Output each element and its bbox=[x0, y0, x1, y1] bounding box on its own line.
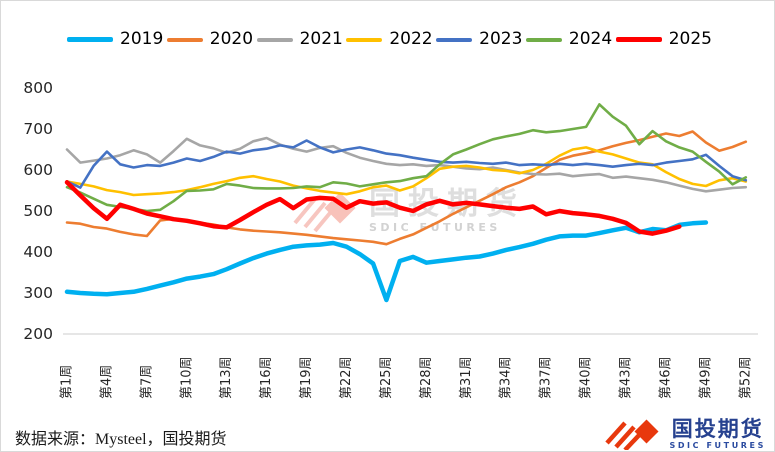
x-axis-tick-label: 第22周 bbox=[339, 356, 354, 399]
y-axis-tick-label: 700 bbox=[23, 120, 53, 138]
legend-swatch-2023 bbox=[436, 37, 473, 42]
y-axis-tick-label: 500 bbox=[23, 202, 53, 220]
series-line-2024 bbox=[65, 103, 748, 213]
x-axis-tick-label: 第10周 bbox=[179, 356, 194, 399]
legend-label-2021: 2021 bbox=[299, 29, 343, 49]
legend-swatch-2021 bbox=[256, 37, 293, 42]
legend-item-2022: 2022 bbox=[346, 29, 433, 49]
logo-cn-label: 国投期货 bbox=[671, 416, 764, 441]
y-axis-tick-label: 200 bbox=[23, 325, 53, 343]
legend-label-2020: 2020 bbox=[209, 29, 254, 49]
y-axis-tick-label: 600 bbox=[23, 161, 53, 179]
legend-item-2025: 2025 bbox=[615, 29, 712, 49]
x-axis-tick-label: 第25周 bbox=[379, 356, 394, 399]
legend-swatch-2025 bbox=[615, 37, 662, 42]
x-axis-tick-label: 第28周 bbox=[419, 356, 434, 399]
series-line-2021 bbox=[65, 136, 748, 193]
legend-item-2019: 2019 bbox=[67, 31, 163, 48]
legend-swatch-2020 bbox=[166, 37, 203, 42]
legend-label-2025: 2025 bbox=[668, 29, 712, 49]
x-axis-tick-label: 第7周 bbox=[139, 365, 154, 399]
legend-label-2024: 2024 bbox=[568, 29, 613, 49]
logo-diamond-icon bbox=[605, 419, 659, 450]
legend-item-2020: 2020 bbox=[166, 29, 254, 49]
legend-swatch-2022 bbox=[346, 37, 383, 42]
legend-swatch-2019 bbox=[67, 37, 113, 42]
legend-label-2019: 2019 bbox=[120, 29, 164, 49]
legend-item-2024: 2024 bbox=[525, 29, 613, 49]
y-axis-tick-label: 400 bbox=[23, 243, 53, 261]
x-axis-tick-label: 第1周 bbox=[60, 365, 75, 399]
x-axis-tick-label: 第49周 bbox=[698, 356, 713, 399]
x-axis-tick-label: 第31周 bbox=[459, 356, 474, 399]
x-axis-tick-label: 第46周 bbox=[658, 356, 673, 399]
x-axis-tick-label: 第19周 bbox=[299, 356, 314, 399]
x-axis-tick-label: 第4周 bbox=[99, 365, 114, 399]
legend-label-2023: 2023 bbox=[479, 29, 523, 49]
company-logo: 国投期货 SDIC FUTURES bbox=[605, 418, 766, 450]
x-axis-tick-label: 第37周 bbox=[539, 356, 554, 399]
x-axis-tick-label: 第52周 bbox=[738, 356, 753, 399]
y-axis-tick-label: 300 bbox=[23, 284, 53, 302]
legend-label-2022: 2022 bbox=[389, 29, 433, 49]
legend-item-2021: 2021 bbox=[256, 29, 343, 49]
x-axis-tick-label: 第34周 bbox=[499, 356, 514, 399]
logo-text: 国投期货 SDIC FUTURES bbox=[669, 416, 766, 450]
x-axis-tick-label: 第16周 bbox=[259, 356, 274, 399]
logo-en-label: SDIC FUTURES bbox=[669, 440, 766, 450]
series-line-2022 bbox=[65, 146, 748, 197]
series-line-2023 bbox=[65, 139, 748, 189]
legend-swatch-2024 bbox=[525, 37, 562, 42]
x-axis-tick-label: 第40周 bbox=[579, 356, 594, 399]
series-line-2019 bbox=[64, 220, 709, 303]
chart-legend: 2019 2020 2021 2022 2023 2024 2025 bbox=[67, 31, 712, 48]
series-line-2025 bbox=[64, 180, 682, 236]
y-axis-tick-label: 800 bbox=[23, 79, 53, 97]
legend-item-2023: 2023 bbox=[436, 31, 522, 48]
x-axis-tick-label: 第43周 bbox=[619, 356, 634, 399]
x-axis-tick-label: 第13周 bbox=[219, 356, 234, 399]
data-source-note: 数据来源：Mysteel，国投期货 bbox=[15, 431, 227, 448]
